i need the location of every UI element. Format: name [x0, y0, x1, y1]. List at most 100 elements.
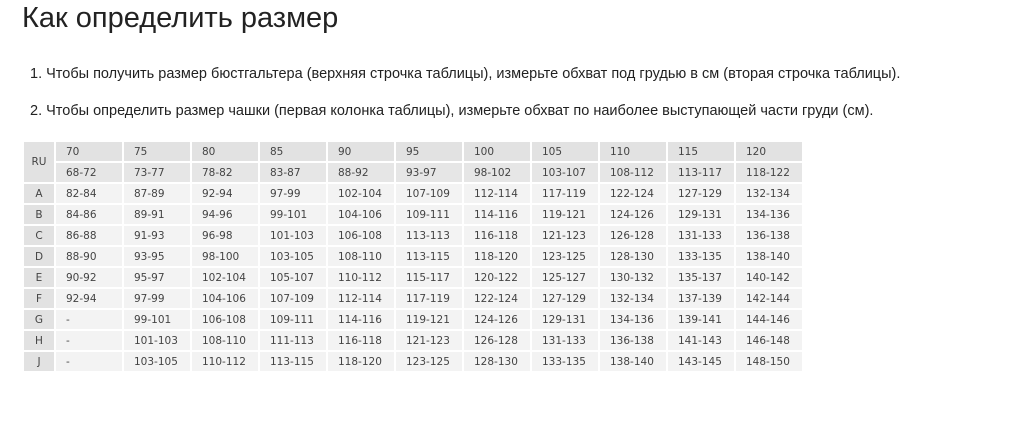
bust-cell: 142-144 — [734, 287, 804, 310]
bust-cell: 143-145 — [666, 350, 736, 373]
size-header: 90 — [326, 140, 396, 163]
bust-cell: 135-137 — [666, 266, 736, 289]
bust-cell: 134-136 — [734, 203, 804, 226]
size-header: 70 — [54, 140, 124, 163]
bust-cell: 96-98 — [190, 224, 260, 247]
bust-cell: 132-134 — [734, 182, 804, 205]
cup-label: C — [22, 224, 56, 247]
bust-cell: 114-116 — [462, 203, 532, 226]
bust-cell: 84-86 — [54, 203, 124, 226]
table-row: H -101-103 108-110 111-113 116-118 121-123 126… — [22, 329, 804, 352]
underbust-header: 88-92 — [326, 161, 396, 184]
bust-cell: 136-138 — [734, 224, 804, 247]
bust-cell: 120-122 — [462, 266, 532, 289]
bust-cell: 146-148 — [734, 329, 804, 352]
underbust-header: 93-97 — [394, 161, 464, 184]
bust-cell: 117-119 — [530, 182, 600, 205]
underbust-header: 118-122 — [734, 161, 804, 184]
cup-label: E — [22, 266, 56, 289]
page-title: Как определить размер — [22, 2, 339, 34]
bust-cell: 113-115 — [394, 245, 464, 268]
bust-cell: 107-109 — [258, 287, 328, 310]
bust-cell: 123-125 — [530, 245, 600, 268]
cup-label: J — [22, 350, 56, 373]
bust-cell: 136-138 — [598, 329, 668, 352]
table-row: J -103-105 110-112 113-115 118-120 123-125 128… — [22, 350, 804, 373]
bust-cell: 86-88 — [54, 224, 124, 247]
bust-cell: 103-105 — [122, 350, 192, 373]
bust-cell: 138-140 — [734, 245, 804, 268]
size-header: 105 — [530, 140, 600, 163]
bust-cell: 123-125 — [394, 350, 464, 373]
bust-cell: 95-97 — [122, 266, 192, 289]
cup-label: F — [22, 287, 56, 310]
bust-cell: 124-126 — [462, 308, 532, 331]
bust-cell: 92-94 — [190, 182, 260, 205]
instruction-2: 2. Чтобы определить размер чашки (первая… — [30, 103, 874, 119]
table-row: D 88-90 93-95 98-100 103-105 108-110 113-115 11… — [22, 245, 804, 268]
bust-cell: 141-143 — [666, 329, 736, 352]
bust-cell: 112-114 — [326, 287, 396, 310]
bust-cell: 114-116 — [326, 308, 396, 331]
bust-cell: 99-101 — [258, 203, 328, 226]
bust-cell: 90-92 — [54, 266, 124, 289]
bust-cell: 138-140 — [598, 350, 668, 373]
bust-cell: 102-104 — [326, 182, 396, 205]
cup-label: A — [22, 182, 56, 205]
bust-cell: 144-146 — [734, 308, 804, 331]
size-header: 115 — [666, 140, 736, 163]
bust-cell: 121-123 — [394, 329, 464, 352]
bust-cell: 115-117 — [394, 266, 464, 289]
bust-cell: 121-123 — [530, 224, 600, 247]
size-header: 95 — [394, 140, 464, 163]
bust-cell: 124-126 — [598, 203, 668, 226]
instruction-1: 1. Чтобы получить размер бюстгальтера (в… — [30, 66, 901, 82]
bust-cell: 148-150 — [734, 350, 804, 373]
bust-cell: 110-112 — [326, 266, 396, 289]
bust-cell: 82-84 — [54, 182, 124, 205]
bust-cell: 88-90 — [54, 245, 124, 268]
bust-cell: 91-93 — [122, 224, 192, 247]
bust-cell: 132-134 — [598, 287, 668, 310]
underbust-header: 78-82 — [190, 161, 260, 184]
underbust-header: 113-117 — [666, 161, 736, 184]
bust-cell: 99-101 — [122, 308, 192, 331]
bust-cell: 133-135 — [530, 350, 600, 373]
bust-cell: 98-100 — [190, 245, 260, 268]
bust-cell: 140-142 — [734, 266, 804, 289]
bust-cell: 105-107 — [258, 266, 328, 289]
bust-cell: 127-129 — [530, 287, 600, 310]
bust-cell: 108-110 — [326, 245, 396, 268]
bust-cell: 112-114 — [462, 182, 532, 205]
cup-label: G — [22, 308, 56, 331]
bust-cell: - — [54, 329, 124, 352]
underbust-header: 73-77 — [122, 161, 192, 184]
bust-cell: 134-136 — [598, 308, 668, 331]
cup-label: H — [22, 329, 56, 352]
bust-cell: 126-128 — [462, 329, 532, 352]
bust-cell: 129-131 — [530, 308, 600, 331]
bust-cell: 119-121 — [530, 203, 600, 226]
size-header: 85 — [258, 140, 328, 163]
bust-cell: 127-129 — [666, 182, 736, 205]
bust-cell: 116-118 — [326, 329, 396, 352]
bust-cell: 133-135 — [666, 245, 736, 268]
bust-cell: 97-99 — [122, 287, 192, 310]
bust-cell: 139-141 — [666, 308, 736, 331]
bust-cell: 92-94 — [54, 287, 124, 310]
size-header: 80 — [190, 140, 260, 163]
bust-cell: 102-104 — [190, 266, 260, 289]
bust-cell: 108-110 — [190, 329, 260, 352]
bust-cell: 94-96 — [190, 203, 260, 226]
bust-cell: 107-109 — [394, 182, 464, 205]
underbust-header: 103-107 — [530, 161, 600, 184]
bust-cell: - — [54, 308, 124, 331]
bust-cell: 101-103 — [122, 329, 192, 352]
underbust-header: 68-72 — [54, 161, 124, 184]
bust-cell: 122-124 — [462, 287, 532, 310]
underbust-header: 108-112 — [598, 161, 668, 184]
corner-cell: RU — [22, 140, 56, 184]
bust-cell: 128-130 — [598, 245, 668, 268]
table-row: C 86-88 91-93 96-98 101-103 106-108 113-113 116… — [22, 224, 804, 247]
bust-cell: 113-113 — [394, 224, 464, 247]
